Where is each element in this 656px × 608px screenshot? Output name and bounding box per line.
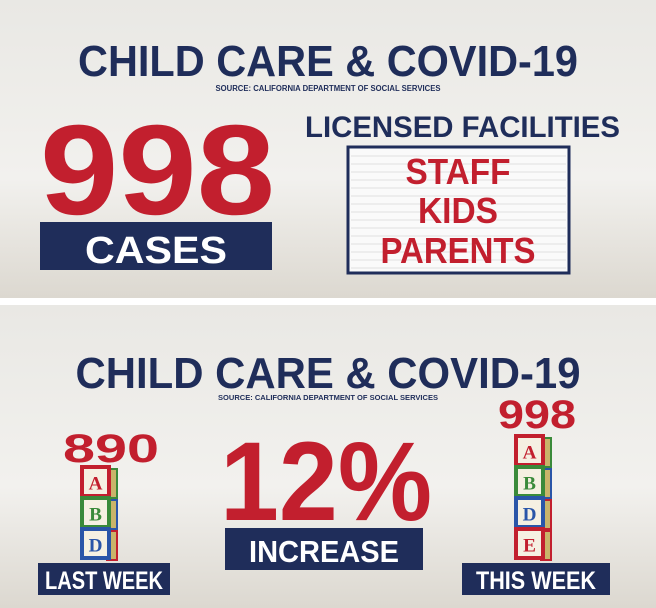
number-label: CASES: [85, 230, 227, 272]
label-box: [38, 563, 170, 595]
block: [80, 465, 111, 498]
this-week-label: THIS WEEK: [476, 567, 596, 595]
block-letter: E: [523, 535, 536, 556]
block-stack: ABD: [80, 465, 118, 561]
title: CHILD CARE & COVID-19: [76, 349, 581, 398]
block-letter: B: [523, 473, 536, 494]
label-box: [462, 563, 610, 595]
board-lines: [351, 155, 566, 269]
change-value: 12%: [220, 419, 432, 544]
source: SOURCE: CALIFORNIA DEPARTMENT OF SOCIAL …: [216, 84, 442, 93]
big-number: 998: [40, 99, 275, 242]
block: [514, 527, 545, 560]
label-box: [40, 222, 272, 270]
block-letter: A: [523, 442, 537, 463]
block-letter: D: [523, 504, 537, 525]
this-week-value: 998: [498, 393, 576, 437]
facilities-heading: LICENSED FACILITIES: [305, 111, 620, 144]
block: [80, 527, 111, 560]
block-letter: D: [89, 535, 103, 556]
source: SOURCE: CALIFORNIA DEPARTMENT OF SOCIAL …: [218, 395, 438, 402]
last-week-value: 890: [63, 427, 159, 471]
title: CHILD CARE & COVID-19: [78, 37, 578, 86]
block-letter: B: [89, 504, 102, 525]
change-label: INCREASE: [249, 534, 399, 569]
facility: STAFF: [406, 151, 511, 192]
last-week-label: LAST WEEK: [45, 567, 163, 595]
facility: KIDS: [418, 190, 498, 231]
block-letter: A: [89, 473, 103, 494]
label-box: [225, 528, 423, 570]
facility: PARENTS: [381, 230, 536, 271]
